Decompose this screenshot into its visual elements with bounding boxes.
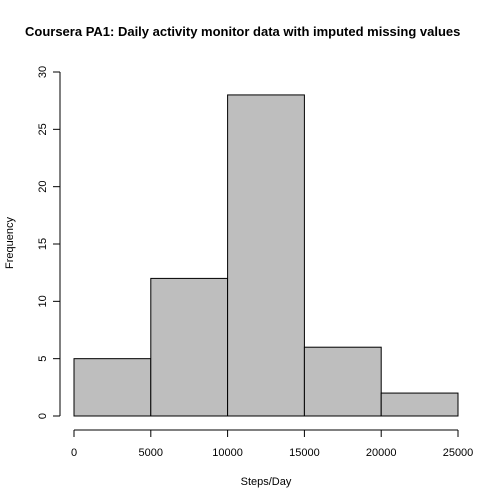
y-tick-label: 0 xyxy=(37,413,49,419)
histogram-bar-1 xyxy=(73,358,152,417)
x-tick-label: 25000 xyxy=(443,447,474,459)
y-axis-label: Frequency xyxy=(4,217,16,269)
chart-title: Coursera PA1: Daily activity monitor dat… xyxy=(25,24,460,39)
y-axis: 0 5 10 15 20 25 30 xyxy=(37,66,61,419)
histogram-bar-5 xyxy=(380,392,459,417)
x-tick-label: 15000 xyxy=(289,447,320,459)
y-tick-label: 25 xyxy=(37,123,49,135)
x-axis: 0 5000 10000 15000 20000 25000 xyxy=(71,429,474,459)
x-axis-label: Steps/Day xyxy=(241,476,292,488)
y-tick-label: 15 xyxy=(37,238,49,250)
histogram-bar-2 xyxy=(150,277,229,417)
bars-group xyxy=(73,94,459,417)
x-tick-label: 5000 xyxy=(139,447,163,459)
y-tick-label: 5 xyxy=(37,356,49,362)
y-tick-label: 30 xyxy=(37,66,49,78)
x-tick-label: 10000 xyxy=(212,447,243,459)
histogram-bar-4 xyxy=(303,346,382,417)
histogram-bar-3 xyxy=(227,94,305,417)
x-tick-label: 20000 xyxy=(366,447,397,459)
y-tick-label: 10 xyxy=(37,295,49,307)
x-tick-label: 0 xyxy=(71,447,77,459)
y-tick-label: 20 xyxy=(37,181,49,193)
